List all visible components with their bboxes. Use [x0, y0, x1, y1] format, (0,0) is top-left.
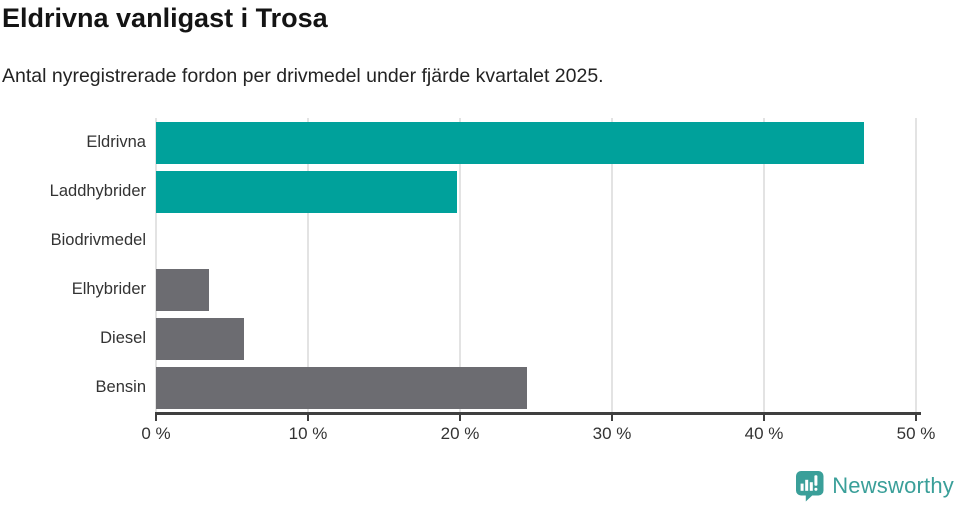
x-tick-label: 40 % [744, 424, 784, 443]
chart-subtitle: Antal nyregistrerade fordon per drivmede… [2, 65, 604, 87]
x-tick-label: 20 % [440, 424, 480, 443]
x-axis-tick [459, 412, 461, 421]
x-axis-tick [155, 412, 157, 421]
x-axis-tick [763, 412, 765, 421]
gridline [155, 118, 157, 412]
bar-bensin [156, 366, 527, 409]
category-label: Diesel [100, 329, 146, 347]
bar-laddhybrider [156, 170, 457, 213]
bar-diesel [156, 317, 245, 360]
gridline [611, 118, 613, 412]
brand-footer[interactable]: Newsworthy [795, 470, 954, 502]
gridline [307, 118, 309, 412]
x-tick-label: 0 % [141, 424, 171, 443]
bar-eldrivna [156, 121, 865, 164]
brand-name: Newsworthy [832, 473, 954, 498]
category-label: Eldrivna [86, 133, 146, 151]
gridline [459, 118, 461, 412]
x-tick-label: 10 % [288, 424, 328, 443]
category-label: Bensin [95, 378, 146, 396]
x-axis-tick [611, 412, 613, 421]
gridline [763, 118, 765, 412]
bar-elhybrider [156, 268, 210, 311]
x-tick-label: 50 % [896, 424, 936, 443]
gridline [915, 118, 917, 412]
category-label: Elhybrider [71, 280, 146, 298]
category-label: Biodrivmedel [50, 231, 146, 249]
x-axis-tick [307, 412, 309, 421]
plot-area [155, 118, 917, 412]
category-axis: Eldrivna Laddhybrider Biodrivmedel Elhybrid… [0, 118, 146, 412]
chart-title: Eldrivna vanligast i Trosa [2, 3, 328, 33]
x-tick-label: 30 % [592, 424, 632, 443]
x-axis-tick [915, 412, 917, 421]
category-label: Laddhybrider [49, 182, 146, 200]
newsworthy-chart-bubble-icon [796, 471, 824, 502]
x-axis-line [155, 412, 921, 415]
